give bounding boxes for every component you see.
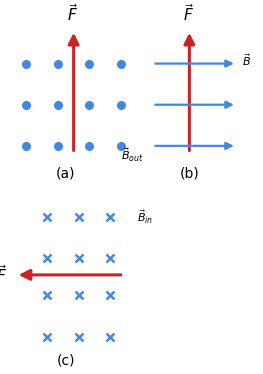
- Text: $\vec{B}_{out}$: $\vec{B}_{out}$: [121, 147, 144, 164]
- Text: (c): (c): [57, 354, 75, 368]
- Text: (a): (a): [56, 167, 75, 181]
- Text: $\vec{F}$: $\vec{F}$: [67, 3, 78, 24]
- Text: $\vec{F}$: $\vec{F}$: [0, 264, 7, 285]
- Text: $\vec{B}_{in}$: $\vec{B}_{in}$: [137, 208, 153, 226]
- Text: (b): (b): [179, 167, 199, 181]
- Text: $\vec{B}$: $\vec{B}$: [242, 52, 251, 68]
- Text: $\vec{F}$: $\vec{F}$: [183, 3, 194, 24]
